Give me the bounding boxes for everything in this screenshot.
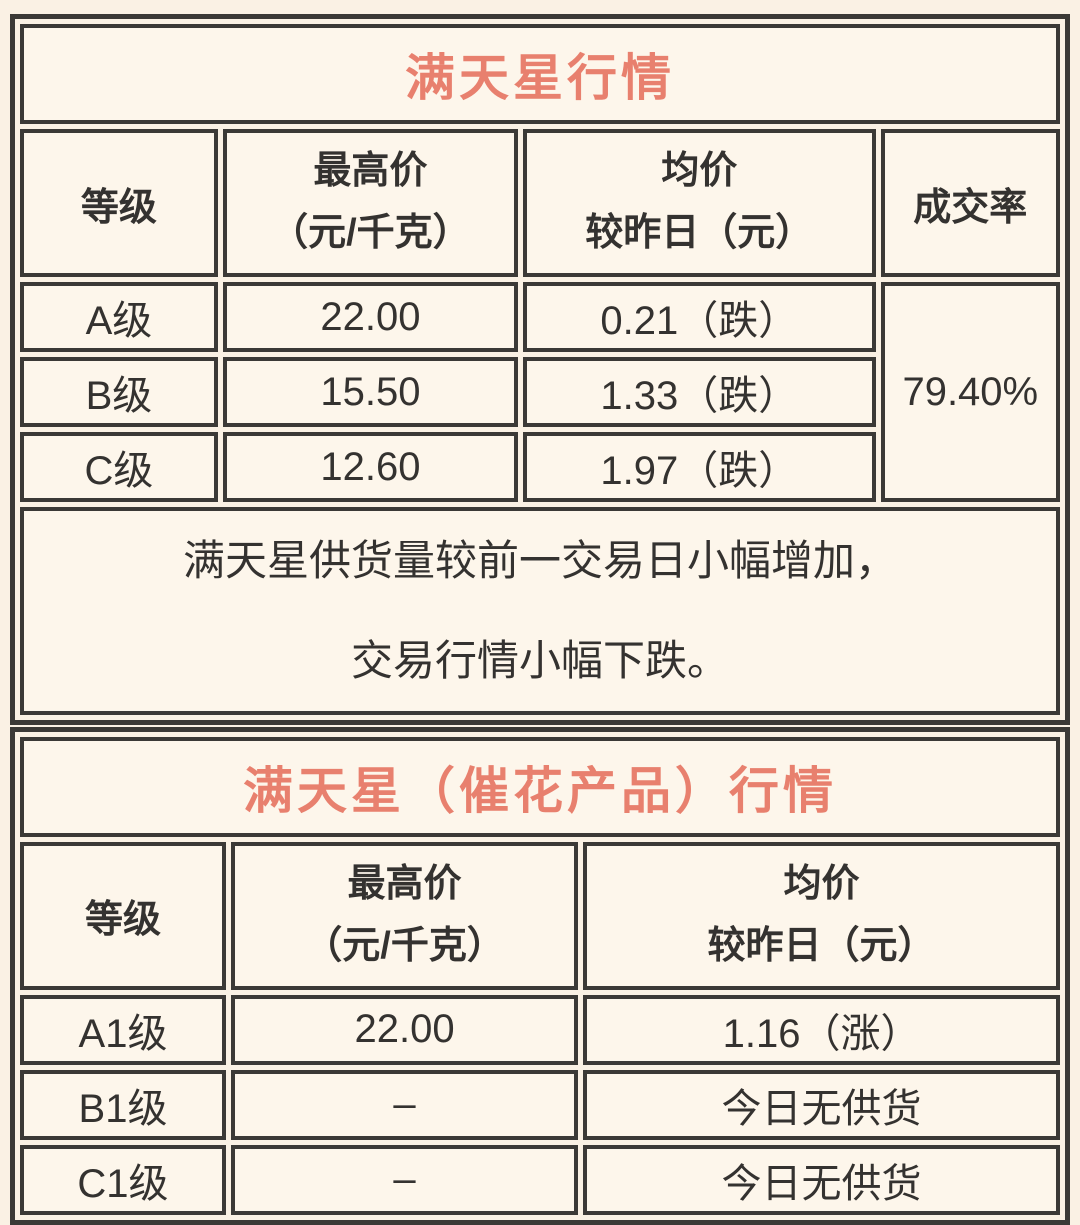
grade-b1-max-price: – — [231, 1069, 579, 1140]
table-row-grade-b1: B1级 – 今日无供货 — [20, 1069, 1060, 1140]
grade-a1-label: A1级 — [20, 994, 226, 1065]
grade-c-label: C级 — [20, 432, 218, 502]
grade-a-avg-change: 0.21（跌） — [523, 282, 876, 352]
table1-header-avg-price: 均价 较昨日（元） — [523, 129, 876, 277]
table2-header-max-price-line1: 最高价 — [347, 863, 462, 906]
table-row-grade-a: A级 22.00 0.21（跌） 79.40% — [20, 282, 1060, 502]
grade-b1-avg-change: 今日无供货 — [583, 1069, 1060, 1140]
grade-a-label: A级 — [20, 282, 218, 352]
table2-header-avg-price-line2: 较昨日（元） — [707, 924, 936, 967]
grade-c-avg-change: 1.97（跌） — [523, 432, 876, 502]
grade-c1-avg-change: 今日无供货 — [583, 1144, 1060, 1215]
grade-b-max-price: 15.50 — [222, 357, 518, 427]
deal-rate-value: 79.40% — [880, 282, 1060, 502]
table1-header-row: 等级 最高价 （元/千克） 均价 较昨日（元） 成交率 — [20, 129, 1060, 277]
grade-b-label: B级 — [20, 357, 218, 427]
grade-c1-max-price: – — [231, 1144, 579, 1215]
table1-header-deal-rate: 成交率 — [880, 129, 1060, 277]
table2-header-max-price: 最高价 （元/千克） — [231, 841, 579, 990]
grade-c1-label: C1级 — [20, 1144, 226, 1215]
table1-note-row: 满天星供货量较前一交易日小幅增加， 交易行情小幅下跌。 — [20, 507, 1060, 715]
market-note-line1: 满天星供货量较前一交易日小幅增加， — [182, 537, 897, 584]
table-row-grade-a1: A1级 22.00 1.16（涨） — [20, 994, 1060, 1065]
table-row-grade-c: C级 12.60 1.97（跌） — [20, 432, 1060, 502]
gypsophila-market-table: 满天星行情 等级 最高价 （元/千克） 均价 较昨日（元） 成交率 A级 22.… — [10, 14, 1070, 725]
market-note-line2: 交易行情小幅下跌。 — [350, 636, 729, 684]
grade-c-max-price: 12.60 — [222, 432, 518, 502]
grade-b1-label: B1级 — [20, 1069, 226, 1140]
gypsophila-forced-flower-table: 满天星（催花产品）行情 等级 最高价 （元/千克） 均价 较昨日（元） A1级 … — [10, 726, 1070, 1225]
grade-a1-max-price: 22.00 — [231, 994, 579, 1065]
table2-header-max-price-line2: （元/千克） — [304, 924, 505, 967]
table2-title: 满天星（催花产品）行情 — [20, 736, 1060, 837]
grade-a1-avg-change: 1.16（涨） — [583, 994, 1060, 1065]
table-row-grade-c1: C1级 – 今日无供货 — [20, 1144, 1060, 1215]
table2-header-avg-price-line1: 均价 — [783, 863, 860, 906]
table1-title-row: 满天星行情 — [20, 24, 1060, 124]
table1-header-max-price-line1: 最高价 — [313, 150, 428, 193]
table2-header-avg-price: 均价 较昨日（元） — [583, 841, 1060, 990]
grade-b-avg-change: 1.33（跌） — [523, 357, 876, 427]
table-row-grade-b: B级 15.50 1.33（跌） — [20, 357, 1060, 427]
table2-header-grade: 等级 — [20, 841, 226, 990]
table1-header-grade: 等级 — [20, 129, 218, 277]
table1-header-max-price: 最高价 （元/千克） — [222, 129, 518, 277]
grade-a-max-price: 22.00 — [222, 282, 518, 352]
table1-header-avg-price-line2: 较昨日（元） — [585, 212, 814, 254]
table1-header-max-price-line2: （元/千克） — [270, 212, 471, 254]
table2-title-row: 满天星（催花产品）行情 — [20, 736, 1060, 837]
table1-header-avg-price-line1: 均价 — [661, 150, 738, 193]
table2-header-row: 等级 最高价 （元/千克） 均价 较昨日（元） — [20, 841, 1060, 990]
table1-title: 满天星行情 — [20, 24, 1060, 124]
market-note: 满天星供货量较前一交易日小幅增加， 交易行情小幅下跌。 — [20, 507, 1060, 715]
